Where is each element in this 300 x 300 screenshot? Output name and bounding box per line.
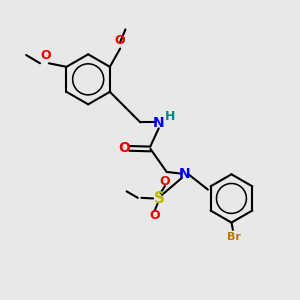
Text: N: N — [179, 167, 191, 181]
Text: Br: Br — [227, 232, 241, 242]
Text: O: O — [118, 141, 130, 155]
Text: S: S — [154, 191, 164, 206]
Text: O: O — [115, 34, 125, 47]
Text: O: O — [149, 209, 160, 222]
Text: O: O — [160, 175, 170, 188]
Text: H: H — [165, 110, 175, 123]
Text: N: N — [153, 116, 164, 130]
Text: O: O — [40, 49, 51, 62]
